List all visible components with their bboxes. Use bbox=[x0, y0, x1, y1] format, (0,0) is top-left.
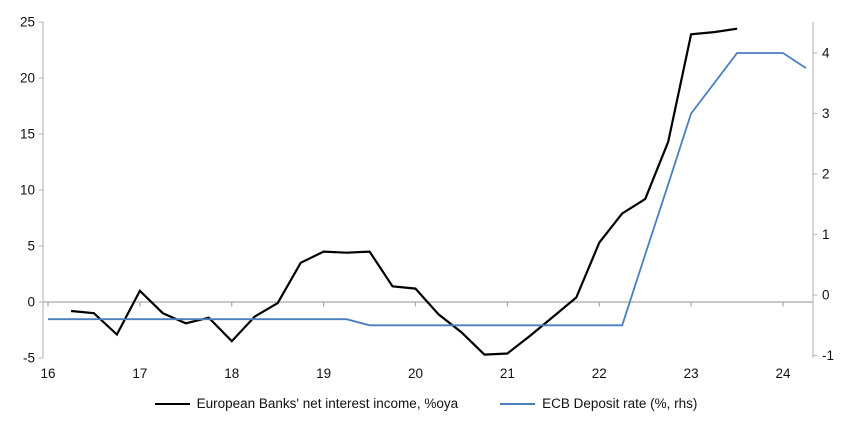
y-axis-right-tick-label: 4 bbox=[822, 46, 830, 61]
y-axis-right-tick-label: 3 bbox=[822, 106, 830, 121]
y-axis-left-tick-label: -5 bbox=[23, 351, 35, 366]
x-axis-tick-label: 23 bbox=[684, 366, 699, 381]
x-axis-tick-label: 24 bbox=[775, 366, 791, 381]
y-axis-right-tick-label: -1 bbox=[822, 348, 834, 363]
legend-item-net-interest-income: European Banks' net interest income, %oy… bbox=[154, 396, 459, 411]
legend-item-ecb-deposit-rate: ECB Deposit rate (%, rhs) bbox=[500, 396, 697, 411]
legend: European Banks' net interest income, %oy… bbox=[0, 396, 852, 411]
legend-label-ecb-deposit-rate: ECB Deposit rate (%, rhs) bbox=[542, 396, 698, 411]
legend-label-net-interest-income: European Banks' net interest income, %oy… bbox=[196, 396, 459, 411]
y-axis-left-tick-label: 5 bbox=[27, 239, 35, 254]
y-axis-left-tick-label: 25 bbox=[20, 15, 35, 30]
y-axis-left-tick-label: 15 bbox=[20, 127, 35, 142]
y-axis-left-tick-label: 10 bbox=[20, 183, 35, 198]
y-axis-right-tick-label: 0 bbox=[822, 288, 830, 303]
x-axis-tick-label: 21 bbox=[500, 366, 515, 381]
net-interest-income-line bbox=[70, 27, 738, 356]
x-axis-tick-label: 18 bbox=[224, 366, 239, 381]
y-axis-left-tick-label: 0 bbox=[27, 295, 35, 310]
y-axis-left-tick-label: 20 bbox=[20, 71, 35, 86]
x-axis-tick-label: 20 bbox=[408, 366, 423, 381]
x-axis-tick-label: 16 bbox=[40, 366, 55, 381]
black-line-swatch bbox=[154, 402, 190, 405]
x-axis-tick-label: 17 bbox=[132, 366, 147, 381]
x-axis-tick-label: 22 bbox=[592, 366, 607, 381]
y-axis-right-tick-label: 1 bbox=[822, 227, 830, 242]
blue-line-swatch bbox=[500, 402, 536, 405]
ecb-deposit-rate-line bbox=[48, 52, 807, 327]
y-axis-right-tick-label: 2 bbox=[822, 167, 830, 182]
x-axis-tick-label: 19 bbox=[316, 366, 331, 381]
